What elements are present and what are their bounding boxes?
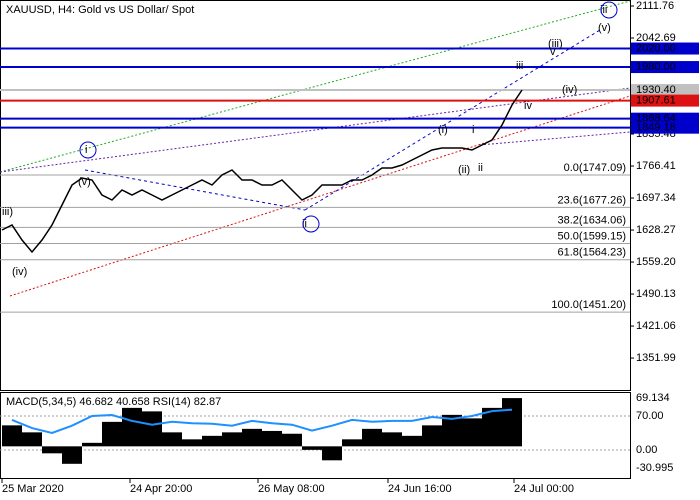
level-label-box	[631, 84, 699, 97]
macd-bar	[322, 446, 342, 461]
macd-bar	[222, 432, 242, 447]
y-tick-label: 1351.99	[636, 352, 676, 364]
macd-tick-label: 69.134	[636, 392, 670, 404]
macd-bar	[262, 430, 282, 447]
macd-bar	[402, 435, 422, 447]
macd-bar	[362, 428, 382, 447]
macd-bar	[102, 421, 122, 447]
wave-label: (v)	[598, 22, 611, 34]
x-tick-label: 26 May 08:00	[258, 483, 325, 495]
wave-label: (i)	[438, 124, 448, 136]
macd-bar	[442, 414, 462, 447]
trend-line	[0, 0, 631, 173]
macd-bar	[462, 418, 482, 447]
macd-bar	[122, 407, 142, 447]
macd-bar	[342, 439, 362, 447]
trend-line	[84, 169, 306, 211]
trend-line	[0, 87, 631, 173]
macd-bar	[422, 425, 442, 447]
wave-label: iv	[524, 100, 532, 112]
rsi-tick-label: 70.00	[636, 410, 664, 422]
wave-label: (v)	[78, 176, 91, 188]
wave-label: iii)	[2, 206, 13, 218]
macd-bar	[142, 411, 162, 447]
wave-circle	[302, 215, 320, 233]
y-tick-label: 1559.20	[636, 256, 676, 268]
y-tick-label: 2111.76	[636, 0, 674, 12]
macd-bar	[502, 398, 522, 447]
level-label: 1868.64	[636, 113, 676, 125]
macd-bar	[302, 446, 322, 450]
trend-line	[9, 95, 631, 297]
level-label-box	[631, 94, 699, 107]
wave-label: v	[550, 46, 556, 58]
level-label-box	[631, 61, 699, 74]
macd-bar	[282, 433, 302, 447]
x-tick-label: 24 Jul 00:00	[514, 483, 574, 495]
wave-label: ii	[478, 162, 483, 174]
level-label: 1849.18	[636, 122, 676, 134]
wave-label: (iv)	[12, 266, 27, 278]
wave-circle	[79, 141, 97, 159]
level-label-box	[631, 121, 699, 134]
macd-bar	[62, 446, 82, 464]
macd-bar	[242, 428, 262, 447]
level-label-box	[631, 42, 699, 55]
macd-bar	[22, 432, 42, 447]
macd-bar	[42, 446, 62, 454]
indicator-frame	[0, 392, 631, 479]
x-tick-label: 24 Jun 16:00	[388, 483, 452, 495]
wave-label: i	[472, 124, 474, 136]
fib-label: 61.8(1564.23)	[558, 247, 627, 259]
rsi-line	[11, 408, 513, 435]
level-label: 2020.00	[636, 42, 676, 54]
wave-label: i	[85, 144, 87, 156]
level-label-box	[631, 112, 699, 125]
wave-label: iii	[516, 60, 523, 72]
fib-label: 50.0(1599.15)	[558, 230, 627, 242]
macd-bar	[2, 425, 22, 447]
level-label: 1980.00	[636, 61, 676, 73]
macd-bar	[162, 432, 182, 447]
wave-circle	[600, 1, 618, 19]
x-tick-label: 24 Apr 20:00	[130, 483, 192, 495]
fib-label: 38.2(1634.06)	[558, 214, 627, 226]
fib-label: 23.6(1677.26)	[558, 194, 627, 206]
level-label: 1930.40	[636, 84, 676, 96]
wave-label: ii	[302, 218, 307, 230]
main-frame	[0, 0, 631, 391]
rsi-tick-label: 0.00	[636, 444, 657, 456]
fib-label: 100.0(1451.20)	[551, 299, 626, 311]
x-tick-label: 25 Mar 2020	[2, 483, 64, 495]
indicator-label: MACD(5,34,5) 46.682 40.658 RSI(14) 82.87	[6, 396, 221, 408]
y-tick-label: 1766.41	[636, 160, 676, 172]
macd-bar	[382, 432, 402, 447]
wave-label: iii	[600, 4, 607, 16]
macd-bar	[482, 407, 502, 447]
price-line	[1, 89, 523, 254]
macd-tick-label: -30.995	[636, 462, 673, 474]
macd-bar	[82, 442, 102, 447]
y-tick-label: 1697.34	[636, 192, 676, 204]
y-tick-label: 1421.06	[636, 320, 676, 332]
wave-label: (ii)	[458, 164, 470, 176]
level-label: 1907.61	[636, 95, 676, 107]
wave-label: (iii)	[548, 38, 563, 50]
chart-title: XAUUSD, H4: Gold vs US Dollar/ Spot	[6, 4, 194, 16]
y-tick-label: 2042.69	[636, 32, 676, 44]
trend-line	[479, 131, 631, 146]
wave-label: (iv)	[562, 84, 577, 96]
y-tick-label: 1628.27	[636, 224, 676, 236]
macd-bar	[202, 435, 222, 447]
y-tick-label: 1490.13	[636, 288, 676, 300]
macd-bar	[182, 439, 202, 447]
fib-label: 0.0(1747.09)	[564, 162, 626, 174]
